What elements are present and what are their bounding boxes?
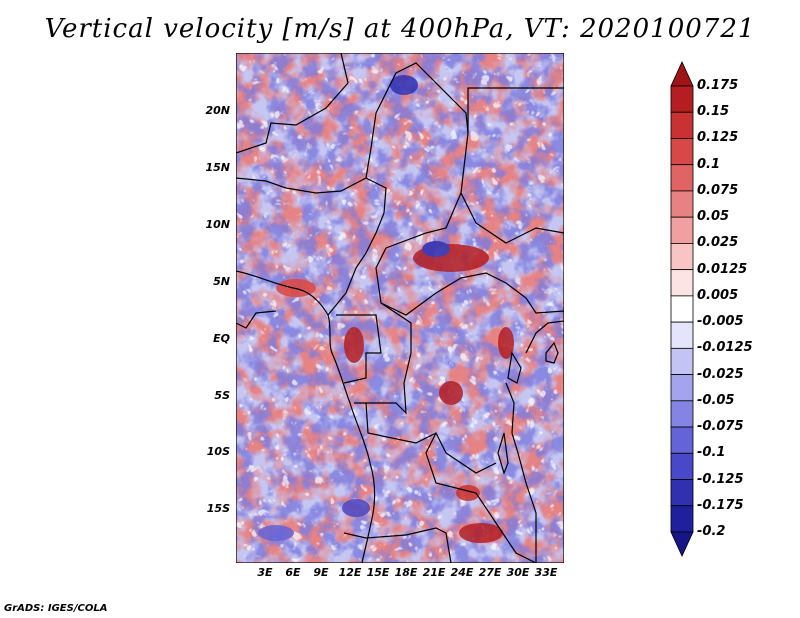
colorbar-label: 0.0125 [697,261,748,277]
lat-label: 20N [205,104,230,117]
lat-label: 15N [205,161,230,174]
colorbar-bottom-arrow [670,531,694,557]
colorbar-bin [670,321,694,349]
colorbar-label: -0.05 [697,392,735,408]
lat-label: 5S [214,389,230,402]
colorbar-bin [670,164,694,192]
colorbar-label: -0.0125 [697,340,753,356]
colorbar-bin [670,479,694,507]
colorbar-bin [670,190,694,218]
lon-label: 27E [478,566,502,579]
credit-text: GrADS: IGES/COLA [4,603,108,614]
lon-label: 9E [313,566,329,579]
lon-label: 30E [506,566,530,579]
colorbar-label: 0.1 [697,156,721,172]
colorbar-bin [670,138,694,166]
chart-title: Vertical velocity [m/s] at 400hPa, VT: 2… [44,14,756,44]
colorbar-bin [670,243,694,271]
lat-label: 10N [205,218,230,231]
colorbar-bin [670,400,694,428]
lat-label: EQ [213,332,230,345]
lon-label: 6E [285,566,301,579]
lon-label: 15E [366,566,390,579]
lon-label: 12E [338,566,362,579]
convective-cores [258,75,514,543]
colorbar-label: -0.025 [697,366,744,382]
colorbar-label: -0.125 [697,471,744,487]
lat-label: 15S [206,502,230,515]
colorbar-label: 0.15 [697,104,730,120]
colorbar-label: -0.005 [697,314,744,330]
colorbar-label: 0.005 [697,287,739,303]
colorbar-bin [670,452,694,480]
lat-label: 5N [213,275,230,288]
colorbar-bin [670,347,694,375]
colorbar-bin [670,426,694,454]
country-borders [236,53,564,563]
colorbar-label: -0.175 [697,497,744,513]
lon-label: 33E [534,566,558,579]
colorbar-label: 0.175 [697,78,739,93]
colorbar-bin [670,216,694,244]
colorbar-label: 0.125 [697,130,739,146]
colorbar [670,61,694,557]
colorbar-bin [670,85,694,113]
colorbar-label: -0.1 [697,445,726,461]
map-panel [236,53,564,563]
lon-label: 18E [394,566,418,579]
colorbar-label: -0.2 [697,524,726,539]
colorbar-label: 0.05 [697,209,730,225]
lon-label: 3E [257,566,273,579]
colorbar-label: -0.075 [697,419,744,435]
colorbar-label: 0.075 [697,182,739,198]
colorbar-bin [670,374,694,402]
colorbar-bin [670,295,694,323]
colorbar-bin [670,505,694,533]
colorbar-bin [670,111,694,139]
colorbar-top-arrow [670,61,694,87]
colorbar-bin [670,269,694,297]
lon-label: 21E [422,566,446,579]
colorbar-label: 0.025 [697,235,739,251]
lon-label: 24E [450,566,474,579]
lat-label: 10S [206,445,230,458]
